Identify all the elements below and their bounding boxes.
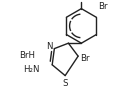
Text: N: N: [46, 42, 53, 52]
Text: Br: Br: [80, 54, 90, 63]
Text: S: S: [62, 79, 68, 88]
Text: H₂N: H₂N: [23, 65, 40, 74]
Text: Br: Br: [98, 2, 108, 11]
Text: BrH: BrH: [19, 51, 35, 60]
